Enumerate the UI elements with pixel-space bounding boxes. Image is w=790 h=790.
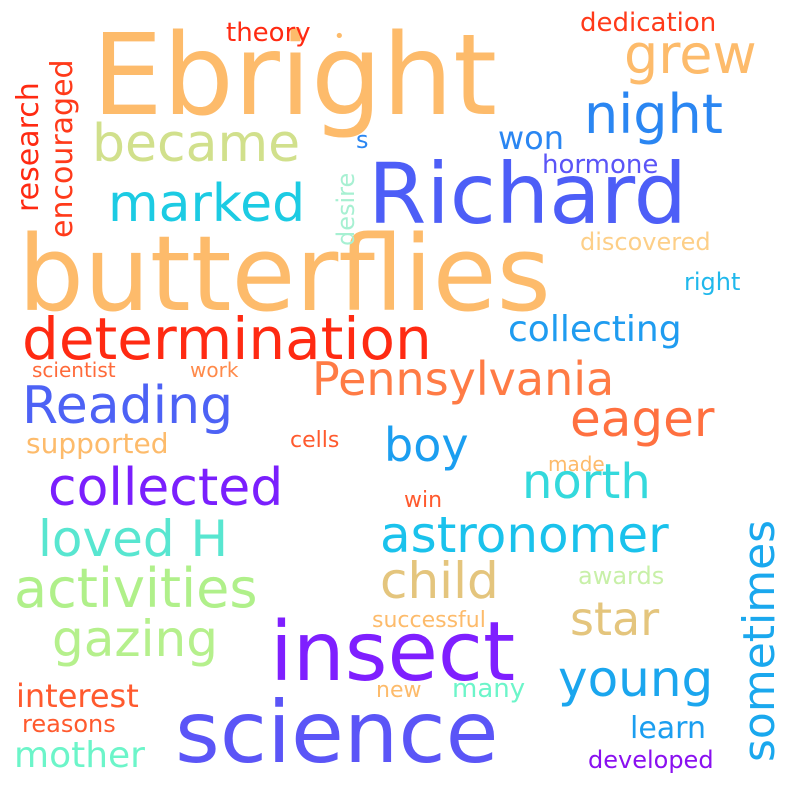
word-encouraged: encouraged — [45, 59, 80, 238]
word-grew: grew — [624, 23, 757, 86]
word-theory: theory — [226, 18, 311, 48]
word-richard: Richard — [368, 145, 687, 243]
word-supported: supported — [26, 427, 169, 460]
word-learn: learn — [630, 711, 706, 746]
word-interest: interest — [16, 677, 139, 715]
word-sometimes: sometimes — [734, 519, 785, 762]
word-child: child — [380, 552, 499, 610]
word-new: new — [376, 678, 422, 703]
word-hormone: hormone — [542, 150, 659, 180]
word-butterflies: butterflies — [18, 213, 551, 335]
word-science: science — [175, 683, 499, 783]
word-discovered: discovered — [580, 228, 711, 256]
word-gazing: gazing — [52, 610, 218, 668]
word-developed: developed — [588, 746, 714, 774]
word-loved-h: loved H — [38, 510, 229, 568]
word-dedication: dedication — [580, 8, 717, 38]
word-made: made — [548, 452, 605, 476]
word-young: young — [558, 650, 714, 708]
word-scientist: scientist — [32, 358, 116, 382]
word-eager: eager — [570, 390, 715, 448]
word-many: many — [452, 674, 526, 704]
word-cells: cells — [290, 428, 340, 453]
word-reading: Reading — [22, 376, 234, 436]
word-reasons: reasons — [22, 710, 116, 738]
word-research: research — [11, 82, 46, 212]
word-night: night — [584, 83, 723, 146]
word-dot: • — [334, 26, 345, 47]
word-insect: insect — [270, 605, 516, 700]
word-became: became — [92, 114, 301, 174]
word-awards: awards — [578, 562, 665, 590]
word-ebright: Ebright — [92, 11, 498, 141]
word-determination: determination — [22, 305, 432, 373]
word-astronomer: astronomer — [380, 506, 669, 564]
word-win: win — [404, 488, 443, 513]
word-successful: successful — [372, 608, 486, 633]
word-activities: activities — [14, 557, 258, 620]
word-collected: collected — [48, 458, 284, 518]
word-won: won — [498, 119, 565, 157]
word-desire: desire — [332, 172, 360, 246]
word-marked: marked — [108, 174, 306, 234]
word-pennsylvania: Pennsylvania — [312, 352, 615, 406]
word-star: star — [570, 592, 660, 646]
word-collecting: collecting — [508, 309, 682, 350]
word-mother: mother — [14, 735, 145, 776]
word-boy: boy — [384, 418, 469, 472]
word-right: right — [684, 268, 741, 296]
word-work: work — [190, 358, 239, 382]
word-north: north — [522, 454, 651, 510]
word-s: s — [356, 126, 369, 154]
